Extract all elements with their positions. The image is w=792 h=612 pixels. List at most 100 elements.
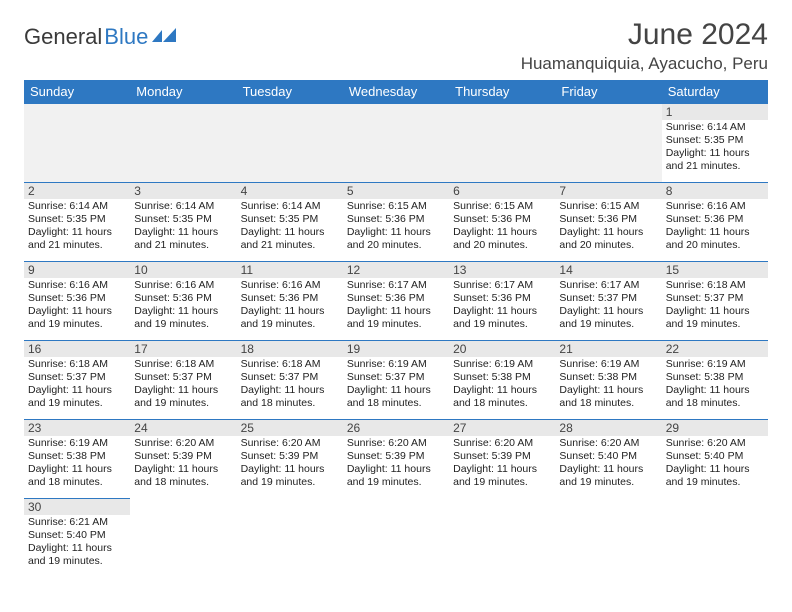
day-number: 15 bbox=[662, 262, 768, 278]
calendar-day-cell: 4Sunrise: 6:14 AMSunset: 5:35 PMDaylight… bbox=[237, 183, 343, 262]
logo: GeneralBlue bbox=[24, 24, 178, 50]
day-details: Sunrise: 6:15 AMSunset: 5:36 PMDaylight:… bbox=[343, 199, 449, 256]
calendar-day-cell: 11Sunrise: 6:16 AMSunset: 5:36 PMDayligh… bbox=[237, 262, 343, 341]
calendar-day-cell: 20Sunrise: 6:19 AMSunset: 5:38 PMDayligh… bbox=[449, 341, 555, 420]
day-details: Sunrise: 6:19 AMSunset: 5:38 PMDaylight:… bbox=[662, 357, 768, 414]
day-number-empty bbox=[24, 104, 130, 120]
title-block: June 2024 Huamanquiquia, Ayacucho, Peru bbox=[521, 18, 768, 74]
day-number: 6 bbox=[449, 183, 555, 199]
calendar-day-cell: 8Sunrise: 6:16 AMSunset: 5:36 PMDaylight… bbox=[662, 183, 768, 262]
calendar-week-row: 16Sunrise: 6:18 AMSunset: 5:37 PMDayligh… bbox=[24, 341, 768, 420]
weekday-header: Saturday bbox=[662, 80, 768, 104]
day-details: Sunrise: 6:19 AMSunset: 5:37 PMDaylight:… bbox=[343, 357, 449, 414]
calendar-week-row: 1Sunrise: 6:14 AMSunset: 5:35 PMDaylight… bbox=[24, 104, 768, 183]
calendar-day-cell: 15Sunrise: 6:18 AMSunset: 5:37 PMDayligh… bbox=[662, 262, 768, 341]
calendar-day-cell: 18Sunrise: 6:18 AMSunset: 5:37 PMDayligh… bbox=[237, 341, 343, 420]
day-number: 16 bbox=[24, 341, 130, 357]
weekday-header: Thursday bbox=[449, 80, 555, 104]
day-details: Sunrise: 6:20 AMSunset: 5:39 PMDaylight:… bbox=[130, 436, 236, 493]
day-number: 22 bbox=[662, 341, 768, 357]
day-number: 21 bbox=[555, 341, 661, 357]
calendar-day-cell bbox=[555, 499, 661, 578]
calendar-day-cell bbox=[449, 499, 555, 578]
calendar-day-cell bbox=[237, 499, 343, 578]
day-number: 18 bbox=[237, 341, 343, 357]
day-number: 10 bbox=[130, 262, 236, 278]
day-number: 2 bbox=[24, 183, 130, 199]
day-number: 5 bbox=[343, 183, 449, 199]
calendar-day-cell: 23Sunrise: 6:19 AMSunset: 5:38 PMDayligh… bbox=[24, 420, 130, 499]
calendar-day-cell: 16Sunrise: 6:18 AMSunset: 5:37 PMDayligh… bbox=[24, 341, 130, 420]
calendar-body: 1Sunrise: 6:14 AMSunset: 5:35 PMDaylight… bbox=[24, 104, 768, 578]
header: GeneralBlue June 2024 Huamanquiquia, Aya… bbox=[24, 18, 768, 74]
calendar-day-cell bbox=[24, 104, 130, 183]
day-number-empty bbox=[555, 104, 661, 120]
day-number: 12 bbox=[343, 262, 449, 278]
day-number: 3 bbox=[130, 183, 236, 199]
location: Huamanquiquia, Ayacucho, Peru bbox=[521, 54, 768, 74]
day-details: Sunrise: 6:19 AMSunset: 5:38 PMDaylight:… bbox=[24, 436, 130, 493]
day-details: Sunrise: 6:15 AMSunset: 5:36 PMDaylight:… bbox=[449, 199, 555, 256]
day-number: 20 bbox=[449, 341, 555, 357]
day-number: 4 bbox=[237, 183, 343, 199]
day-details: Sunrise: 6:19 AMSunset: 5:38 PMDaylight:… bbox=[449, 357, 555, 414]
weekday-header: Friday bbox=[555, 80, 661, 104]
logo-flag-icon bbox=[152, 28, 178, 46]
day-details: Sunrise: 6:16 AMSunset: 5:36 PMDaylight:… bbox=[130, 278, 236, 335]
calendar-day-cell: 1Sunrise: 6:14 AMSunset: 5:35 PMDaylight… bbox=[662, 104, 768, 183]
day-number-empty bbox=[130, 104, 236, 120]
day-details: Sunrise: 6:15 AMSunset: 5:36 PMDaylight:… bbox=[555, 199, 661, 256]
day-number: 19 bbox=[343, 341, 449, 357]
day-number-empty bbox=[343, 104, 449, 120]
calendar-day-cell: 2Sunrise: 6:14 AMSunset: 5:35 PMDaylight… bbox=[24, 183, 130, 262]
calendar-day-cell bbox=[237, 104, 343, 183]
calendar-day-cell: 25Sunrise: 6:20 AMSunset: 5:39 PMDayligh… bbox=[237, 420, 343, 499]
calendar-day-cell bbox=[555, 104, 661, 183]
day-number: 29 bbox=[662, 420, 768, 436]
calendar-day-cell: 10Sunrise: 6:16 AMSunset: 5:36 PMDayligh… bbox=[130, 262, 236, 341]
day-number-empty bbox=[449, 104, 555, 120]
day-details: Sunrise: 6:14 AMSunset: 5:35 PMDaylight:… bbox=[662, 120, 768, 177]
day-details: Sunrise: 6:16 AMSunset: 5:36 PMDaylight:… bbox=[662, 199, 768, 256]
logo-text-2: Blue bbox=[104, 24, 148, 50]
logo-text-1: General bbox=[24, 24, 102, 50]
calendar-day-cell: 6Sunrise: 6:15 AMSunset: 5:36 PMDaylight… bbox=[449, 183, 555, 262]
day-number: 17 bbox=[130, 341, 236, 357]
calendar-day-cell bbox=[662, 499, 768, 578]
calendar-day-cell bbox=[343, 104, 449, 183]
day-number: 8 bbox=[662, 183, 768, 199]
calendar-day-cell: 24Sunrise: 6:20 AMSunset: 5:39 PMDayligh… bbox=[130, 420, 236, 499]
day-details: Sunrise: 6:14 AMSunset: 5:35 PMDaylight:… bbox=[130, 199, 236, 256]
month-title: June 2024 bbox=[521, 18, 768, 52]
day-number: 11 bbox=[237, 262, 343, 278]
day-details: Sunrise: 6:18 AMSunset: 5:37 PMDaylight:… bbox=[130, 357, 236, 414]
day-details: Sunrise: 6:14 AMSunset: 5:35 PMDaylight:… bbox=[237, 199, 343, 256]
day-details: Sunrise: 6:18 AMSunset: 5:37 PMDaylight:… bbox=[237, 357, 343, 414]
calendar-day-cell: 17Sunrise: 6:18 AMSunset: 5:37 PMDayligh… bbox=[130, 341, 236, 420]
day-details: Sunrise: 6:18 AMSunset: 5:37 PMDaylight:… bbox=[24, 357, 130, 414]
calendar-page: GeneralBlue June 2024 Huamanquiquia, Aya… bbox=[0, 0, 792, 577]
calendar-week-row: 23Sunrise: 6:19 AMSunset: 5:38 PMDayligh… bbox=[24, 420, 768, 499]
calendar-table: SundayMondayTuesdayWednesdayThursdayFrid… bbox=[24, 80, 768, 577]
calendar-day-cell bbox=[130, 104, 236, 183]
weekday-header: Wednesday bbox=[343, 80, 449, 104]
day-number: 7 bbox=[555, 183, 661, 199]
calendar-day-cell: 19Sunrise: 6:19 AMSunset: 5:37 PMDayligh… bbox=[343, 341, 449, 420]
calendar-day-cell: 14Sunrise: 6:17 AMSunset: 5:37 PMDayligh… bbox=[555, 262, 661, 341]
day-number: 1 bbox=[662, 104, 768, 120]
day-number: 30 bbox=[24, 499, 130, 515]
day-details: Sunrise: 6:17 AMSunset: 5:36 PMDaylight:… bbox=[449, 278, 555, 335]
calendar-week-row: 30Sunrise: 6:21 AMSunset: 5:40 PMDayligh… bbox=[24, 499, 768, 578]
calendar-day-cell: 22Sunrise: 6:19 AMSunset: 5:38 PMDayligh… bbox=[662, 341, 768, 420]
day-number: 14 bbox=[555, 262, 661, 278]
calendar-day-cell: 26Sunrise: 6:20 AMSunset: 5:39 PMDayligh… bbox=[343, 420, 449, 499]
calendar-day-cell: 27Sunrise: 6:20 AMSunset: 5:39 PMDayligh… bbox=[449, 420, 555, 499]
calendar-day-cell: 5Sunrise: 6:15 AMSunset: 5:36 PMDaylight… bbox=[343, 183, 449, 262]
calendar-day-cell: 3Sunrise: 6:14 AMSunset: 5:35 PMDaylight… bbox=[130, 183, 236, 262]
day-details: Sunrise: 6:20 AMSunset: 5:39 PMDaylight:… bbox=[449, 436, 555, 493]
calendar-day-cell bbox=[343, 499, 449, 578]
day-number-empty bbox=[237, 104, 343, 120]
calendar-day-cell: 7Sunrise: 6:15 AMSunset: 5:36 PMDaylight… bbox=[555, 183, 661, 262]
weekday-header: Tuesday bbox=[237, 80, 343, 104]
calendar-day-cell: 13Sunrise: 6:17 AMSunset: 5:36 PMDayligh… bbox=[449, 262, 555, 341]
